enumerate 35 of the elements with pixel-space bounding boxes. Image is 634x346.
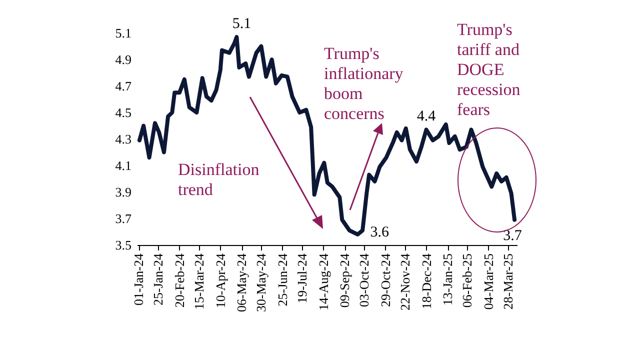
- y-tick-label: 4.5: [115, 105, 132, 120]
- x-tick-label: 04-Mar-25: [480, 254, 496, 310]
- annotation: Disinflation trend: [178, 160, 260, 199]
- annotation: 4.4: [416, 108, 436, 125]
- x-tick-label: 22-Nov-24: [398, 253, 413, 311]
- x-tick-label: 29-Oct-24: [378, 253, 393, 307]
- x-tick-label: 13-Jan-25: [440, 254, 456, 306]
- x-tick-label: 30-May-24: [254, 253, 269, 312]
- y-tick-label: 3.5: [115, 238, 132, 252]
- annotation: 5.1: [232, 16, 252, 32]
- x-tick-label: 14-Aug-24: [316, 253, 331, 311]
- x-tick-label: 19-Jul-24: [294, 253, 310, 304]
- annotation: Trump's inflationary boom concerns: [324, 44, 404, 123]
- x-tick-label: 06-Feb-25: [460, 254, 475, 308]
- y-tick-label: 4.9: [115, 52, 132, 67]
- annotation: 3.7: [503, 228, 522, 244]
- y-tick-label: 4.1: [115, 158, 132, 173]
- x-tick-label: 09-Sep-24: [337, 253, 352, 308]
- x-tick-label: 28-Mar-25: [500, 254, 516, 310]
- y-tick-label: 4.7: [115, 78, 132, 94]
- x-tick-label: 01-Jan-24: [131, 253, 146, 306]
- y-tick-label: 3.7: [115, 211, 132, 226]
- x-tick-label: 25-Jan-24: [150, 253, 166, 306]
- x-tick-label: 20-Feb-24: [172, 253, 187, 308]
- x-tick-label: 25-Jun-24: [274, 253, 290, 306]
- y-tick-label: 4.3: [115, 132, 132, 146]
- y-tick-label: 3.9: [115, 184, 132, 200]
- annotation: Trump's tariff and DOGE recession fears: [457, 20, 521, 119]
- x-tick-label: 03-Oct-24: [356, 253, 372, 307]
- annotation: 3.6: [370, 224, 390, 240]
- x-tick-label: 10-Apr-24: [212, 253, 228, 308]
- y-tick-label: 5.1: [115, 26, 132, 40]
- x-tick-label: 06-May-24: [234, 253, 250, 312]
- x-tick-label: 15-Mar-24: [192, 253, 207, 310]
- x-tick-label: 18-Dec-24: [418, 253, 434, 310]
